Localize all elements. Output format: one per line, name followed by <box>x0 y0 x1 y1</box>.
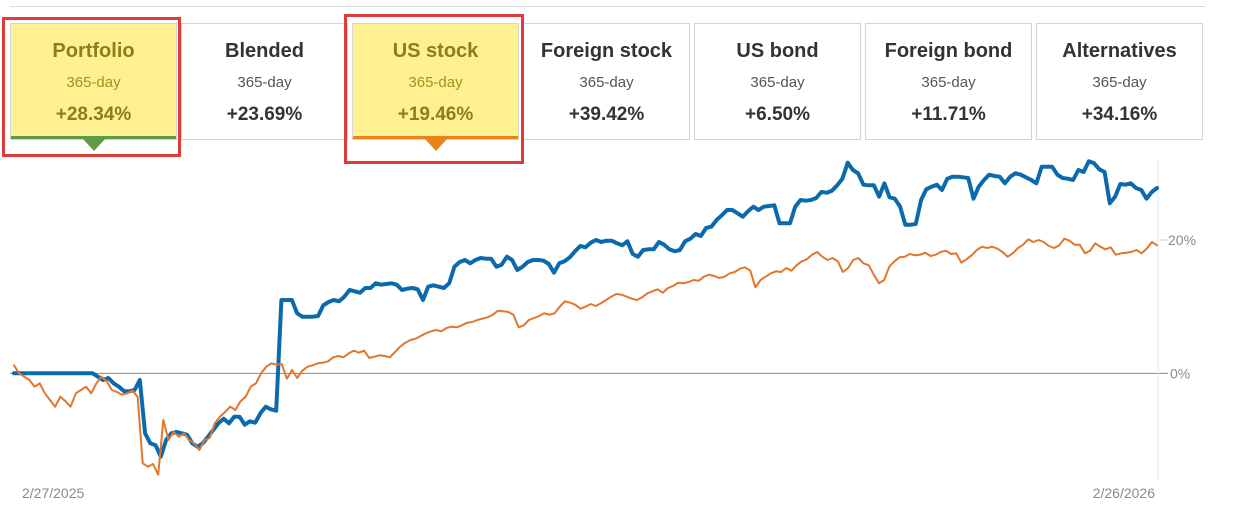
tab-foreign-bond[interactable]: Foreign bond 365-day +11.71% <box>865 23 1032 140</box>
series-line-us-stock <box>13 237 1158 476</box>
tab-return-value: +28.34% <box>55 104 132 125</box>
tab-title: Alternatives <box>1062 40 1177 62</box>
series-line-portfolio <box>12 159 1159 459</box>
tab-period: 365-day <box>921 74 976 91</box>
x-start-date-label: 2/27/2025 <box>22 485 84 501</box>
tab-alternatives[interactable]: Alternatives 365-day +34.16% <box>1036 23 1203 140</box>
tab-us-bond[interactable]: US bond 365-day +6.50% <box>694 23 861 140</box>
tab-return-value: +39.42% <box>568 104 645 125</box>
tab-title: Blended <box>225 40 304 62</box>
tab-underline <box>353 136 518 139</box>
tab-underline <box>11 136 176 139</box>
y-tick-label-20: 20% <box>1168 232 1196 248</box>
tab-return-value: +6.50% <box>745 104 810 125</box>
tab-portfolio[interactable]: Portfolio 365-day +28.34% <box>10 23 177 151</box>
tab-period: 365-day <box>408 74 463 91</box>
tab-return-value: +23.69% <box>226 104 303 125</box>
tab-title: Portfolio <box>52 40 135 62</box>
tab-return-value: +19.46% <box>397 104 474 125</box>
top-divider <box>10 6 1205 7</box>
tab-return-value: +11.71% <box>911 104 986 125</box>
tab-pointer-icon <box>82 139 105 151</box>
tab-title: Foreign bond <box>884 40 1013 62</box>
tab-us-stock[interactable]: US stock 365-day +19.46% <box>352 23 519 151</box>
tab-blended[interactable]: Blended 365-day +23.69% <box>181 23 348 140</box>
tab-period: 365-day <box>66 74 121 91</box>
x-end-date-label: 2/26/2026 <box>1093 485 1155 501</box>
asset-class-tabs: Portfolio 365-day +28.34% Blended 365-da… <box>10 23 1206 151</box>
tab-pointer-icon <box>424 139 447 151</box>
performance-line-chart: 20% 0% 2/27/2025 2/26/2026 <box>10 159 1196 501</box>
y-tick-label-0: 0% <box>1170 365 1190 381</box>
tab-period: 365-day <box>1092 74 1147 91</box>
tab-title: US stock <box>392 40 479 62</box>
tab-period: 365-day <box>750 74 805 91</box>
tab-title: Foreign stock <box>540 40 673 62</box>
tab-return-value: +34.16% <box>1081 104 1158 125</box>
tab-title: US bond <box>736 40 819 62</box>
tab-period: 365-day <box>579 74 634 91</box>
tab-foreign-stock[interactable]: Foreign stock 365-day +39.42% <box>523 23 690 140</box>
tab-period: 365-day <box>237 74 292 91</box>
